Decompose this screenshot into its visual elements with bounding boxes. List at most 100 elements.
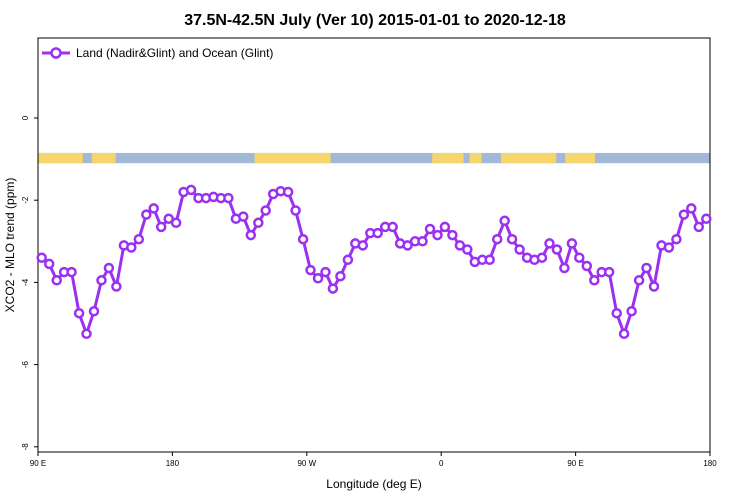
legend: Land (Nadir&Glint) and Ocean (Glint) [42, 46, 273, 60]
data-point [491, 233, 503, 245]
data-point [566, 238, 578, 249]
data-point [618, 328, 630, 340]
data-point [536, 252, 548, 263]
data-point [626, 305, 637, 317]
data-point [678, 209, 690, 220]
data-point [96, 275, 107, 286]
x-axis-label: Longitude (deg E) [326, 477, 421, 491]
ocean-band [38, 152, 710, 164]
legend-label: Land (Nadir&Glint) and Ocean (Glint) [76, 46, 273, 60]
y-tick-label: -4 [21, 278, 30, 286]
y-tick-label: 0 [21, 115, 30, 120]
x-tick-label: 180 [166, 459, 180, 468]
data-point [305, 264, 316, 276]
data-point [290, 205, 301, 216]
data-point [73, 307, 85, 319]
data-point [312, 273, 324, 284]
data-point [260, 205, 271, 216]
data-point [551, 244, 563, 255]
data-point [447, 229, 458, 241]
data-point [357, 240, 369, 251]
data-point [43, 258, 55, 270]
chart-title: 37.5N-42.5N July (Ver 10) 2015-01-01 to … [184, 12, 566, 29]
data-point [611, 307, 622, 319]
data-point [335, 270, 346, 282]
data-point [686, 203, 697, 214]
data-point [424, 223, 436, 235]
data-point [402, 240, 413, 251]
data-point [372, 227, 383, 239]
data-point [126, 242, 137, 253]
surface-band [38, 152, 710, 164]
data-point [327, 283, 339, 294]
data-point [223, 192, 234, 204]
data-point [454, 240, 466, 251]
data-point [148, 203, 159, 214]
data-point [581, 260, 593, 272]
data-point [245, 229, 257, 241]
data-point [417, 236, 428, 247]
data-point [342, 254, 354, 266]
data-point [432, 229, 443, 241]
data-point [574, 252, 585, 263]
series-line [40, 188, 708, 336]
data-point [506, 233, 518, 245]
data-point [133, 233, 145, 245]
land-segment [254, 152, 331, 164]
data-point [36, 252, 47, 263]
x-tick-label: 90 E [567, 459, 583, 468]
data-point [559, 262, 570, 274]
y-axis-label: XCO2 - MLO trend (ppm) [3, 178, 17, 313]
legend-marker-swatch [50, 47, 62, 59]
data-point [81, 328, 92, 340]
land-segment [38, 152, 83, 164]
data-point [439, 221, 451, 233]
data-point [103, 262, 115, 274]
land-segment [432, 152, 464, 164]
data-point [170, 217, 182, 229]
data-point [141, 209, 152, 220]
data-point [462, 244, 473, 255]
data-point [484, 254, 495, 266]
data-point [155, 221, 167, 233]
data-point [253, 217, 264, 229]
data-point [238, 211, 249, 222]
y-tick-label: -6 [21, 360, 30, 368]
x-axis: 90 E 180 90 W 0 90 E 180 [30, 452, 717, 468]
data-point [633, 275, 645, 286]
data-point [297, 233, 309, 245]
data-point [51, 275, 62, 286]
land-segment [91, 152, 116, 164]
data-point [88, 305, 100, 317]
x-tick-label: 180 [703, 459, 717, 468]
data-point [589, 275, 600, 286]
data-point [693, 221, 705, 233]
y-tick-label: -8 [21, 443, 30, 451]
data-point [185, 184, 197, 196]
data-point [111, 281, 122, 292]
x-tick-label: 90 W [297, 459, 316, 468]
x-tick-label: 0 [439, 459, 444, 468]
data-point [514, 244, 525, 255]
land-segment [500, 152, 557, 164]
land-segment [565, 152, 596, 164]
data-point [671, 233, 682, 245]
y-tick-label: -2 [21, 196, 30, 204]
y-axis: 0 -2 -4 -6 -8 [21, 115, 38, 450]
plot-frame [37, 37, 711, 453]
data-point [387, 221, 398, 233]
data-point [320, 266, 331, 278]
x-tick-label: 90 E [30, 459, 46, 468]
data-point [499, 215, 510, 227]
data-point [66, 266, 77, 278]
land-segment [469, 152, 482, 164]
series-layer [36, 184, 712, 340]
data-point [163, 213, 174, 224]
data-point [641, 262, 652, 274]
data-point [603, 266, 615, 278]
data-point [282, 186, 294, 198]
data-point [663, 242, 675, 253]
data-point [544, 238, 555, 249]
data-point [648, 281, 660, 292]
